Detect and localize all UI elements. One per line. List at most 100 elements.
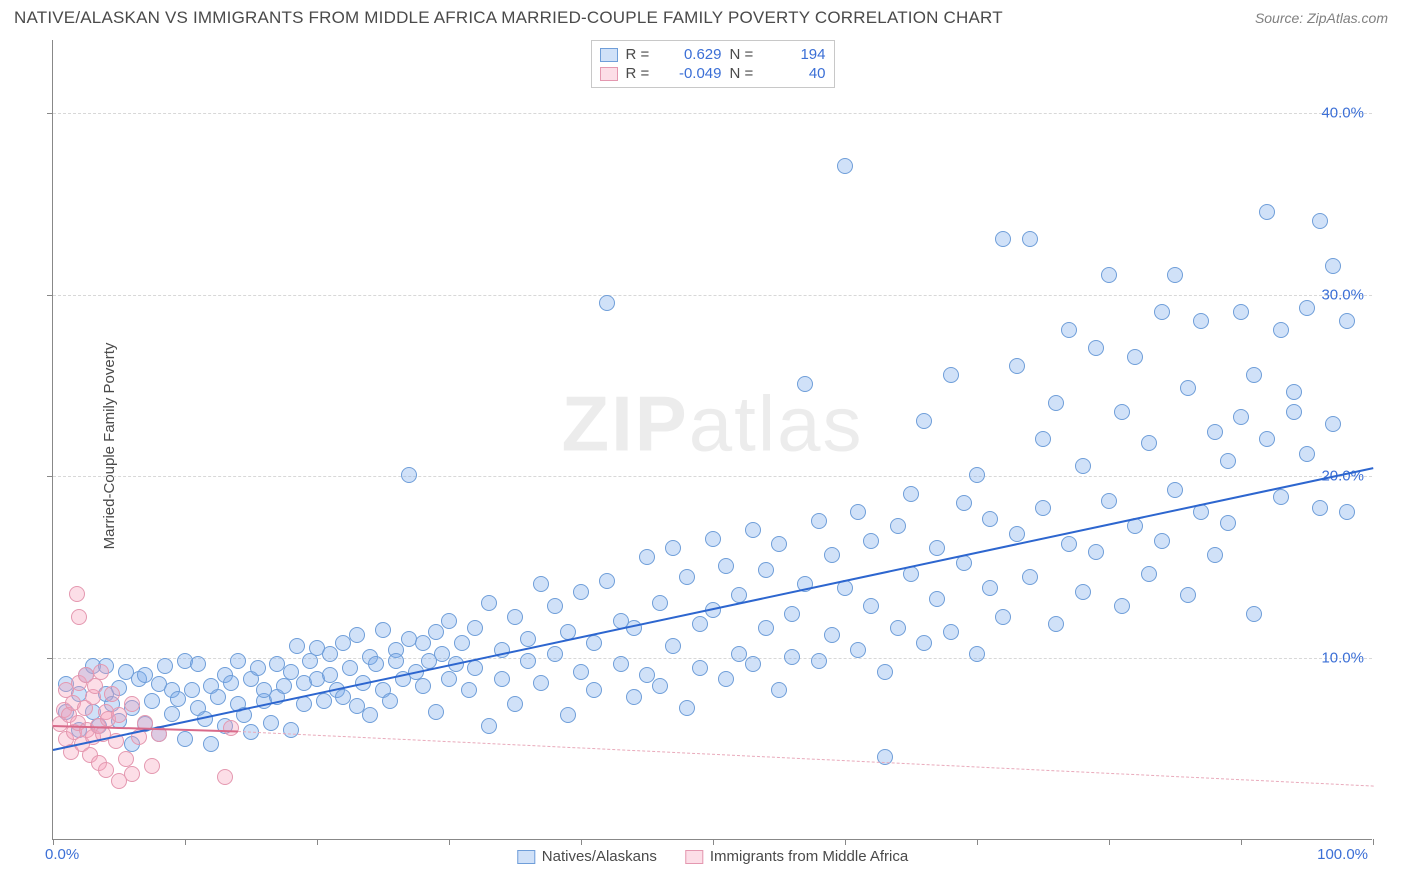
scatter-point bbox=[745, 656, 761, 672]
scatter-point bbox=[1048, 395, 1064, 411]
scatter-point bbox=[943, 624, 959, 640]
scatter-point bbox=[388, 653, 404, 669]
scatter-point bbox=[599, 295, 615, 311]
scatter-point bbox=[1339, 313, 1355, 329]
scatter-point bbox=[223, 675, 239, 691]
source-label: Source: ZipAtlas.com bbox=[1255, 10, 1388, 26]
scatter-point bbox=[1167, 482, 1183, 498]
scatter-point bbox=[929, 540, 945, 556]
stats-row: R =-0.049N =40 bbox=[600, 64, 826, 83]
y-tick-label: 30.0% bbox=[1321, 286, 1364, 303]
scatter-point bbox=[1286, 404, 1302, 420]
scatter-point bbox=[428, 624, 444, 640]
scatter-point bbox=[1220, 515, 1236, 531]
scatter-point bbox=[1022, 569, 1038, 585]
scatter-point bbox=[1141, 435, 1157, 451]
scatter-point bbox=[1167, 267, 1183, 283]
scatter-point bbox=[69, 586, 85, 602]
x-tick bbox=[1109, 839, 1110, 845]
scatter-point bbox=[1114, 404, 1130, 420]
legend-label: Immigrants from Middle Africa bbox=[710, 848, 908, 865]
scatter-point bbox=[203, 736, 219, 752]
scatter-point bbox=[190, 656, 206, 672]
scatter-point bbox=[705, 531, 721, 547]
scatter-point bbox=[652, 678, 668, 694]
scatter-point bbox=[771, 682, 787, 698]
grid-line bbox=[53, 658, 1372, 659]
scatter-point bbox=[890, 518, 906, 534]
plot-area: ZIPatlas R =0.629N =194R =-0.049N =40 Na… bbox=[52, 40, 1372, 840]
scatter-point bbox=[1088, 340, 1104, 356]
scatter-point bbox=[1273, 489, 1289, 505]
scatter-point bbox=[956, 495, 972, 511]
x-tick bbox=[845, 839, 846, 845]
scatter-point bbox=[124, 696, 140, 712]
scatter-point bbox=[375, 622, 391, 638]
scatter-point bbox=[863, 533, 879, 549]
scatter-point bbox=[316, 693, 332, 709]
scatter-point bbox=[824, 627, 840, 643]
stats-row: R =0.629N =194 bbox=[600, 45, 826, 64]
scatter-point bbox=[520, 631, 536, 647]
scatter-point bbox=[573, 584, 589, 600]
scatter-point bbox=[415, 635, 431, 651]
scatter-point bbox=[758, 562, 774, 578]
scatter-point bbox=[718, 558, 734, 574]
scatter-point bbox=[1101, 267, 1117, 283]
scatter-point bbox=[217, 769, 233, 785]
scatter-point bbox=[157, 658, 173, 674]
scatter-point bbox=[1246, 606, 1262, 622]
chart-title: NATIVE/ALASKAN VS IMMIGRANTS FROM MIDDLE… bbox=[14, 8, 1003, 28]
scatter-point bbox=[1141, 566, 1157, 582]
scatter-point bbox=[679, 569, 695, 585]
scatter-point bbox=[824, 547, 840, 563]
x-tick bbox=[581, 839, 582, 845]
legend-swatch bbox=[517, 850, 535, 864]
scatter-point bbox=[382, 693, 398, 709]
scatter-point bbox=[461, 682, 477, 698]
scatter-point bbox=[811, 653, 827, 669]
scatter-point bbox=[1312, 213, 1328, 229]
scatter-point bbox=[1259, 204, 1275, 220]
scatter-point bbox=[1180, 587, 1196, 603]
scatter-point bbox=[93, 664, 109, 680]
stat-n-value: 40 bbox=[768, 65, 826, 82]
scatter-point bbox=[349, 627, 365, 643]
scatter-point bbox=[692, 660, 708, 676]
scatter-point bbox=[1022, 231, 1038, 247]
scatter-point bbox=[428, 704, 444, 720]
scatter-point bbox=[1286, 384, 1302, 400]
scatter-point bbox=[71, 609, 87, 625]
scatter-point bbox=[969, 467, 985, 483]
scatter-point bbox=[467, 620, 483, 636]
scatter-point bbox=[454, 635, 470, 651]
scatter-point bbox=[665, 540, 681, 556]
scatter-point bbox=[441, 671, 457, 687]
scatter-point bbox=[547, 646, 563, 662]
scatter-point bbox=[1299, 300, 1315, 316]
scatter-point bbox=[177, 731, 193, 747]
x-tick-label: 100.0% bbox=[1317, 846, 1368, 863]
x-tick bbox=[317, 839, 318, 845]
scatter-point bbox=[296, 696, 312, 712]
y-tick-label: 10.0% bbox=[1321, 650, 1364, 667]
scatter-point bbox=[943, 367, 959, 383]
watermark-atlas: atlas bbox=[689, 379, 864, 467]
scatter-point bbox=[850, 642, 866, 658]
scatter-point bbox=[1299, 446, 1315, 462]
stat-n-label: N = bbox=[730, 65, 760, 82]
bottom-legend: Natives/AlaskansImmigrants from Middle A… bbox=[517, 848, 908, 865]
scatter-point bbox=[230, 653, 246, 669]
y-tick bbox=[47, 295, 53, 296]
scatter-point bbox=[1061, 322, 1077, 338]
scatter-point bbox=[1325, 416, 1341, 432]
x-tick bbox=[977, 839, 978, 845]
scatter-point bbox=[1009, 526, 1025, 542]
scatter-point bbox=[533, 576, 549, 592]
scatter-point bbox=[679, 700, 695, 716]
scatter-point bbox=[283, 722, 299, 738]
scatter-point bbox=[1061, 536, 1077, 552]
x-tick-label: 0.0% bbox=[45, 846, 79, 863]
scatter-point bbox=[401, 467, 417, 483]
legend-item: Immigrants from Middle Africa bbox=[685, 848, 908, 865]
